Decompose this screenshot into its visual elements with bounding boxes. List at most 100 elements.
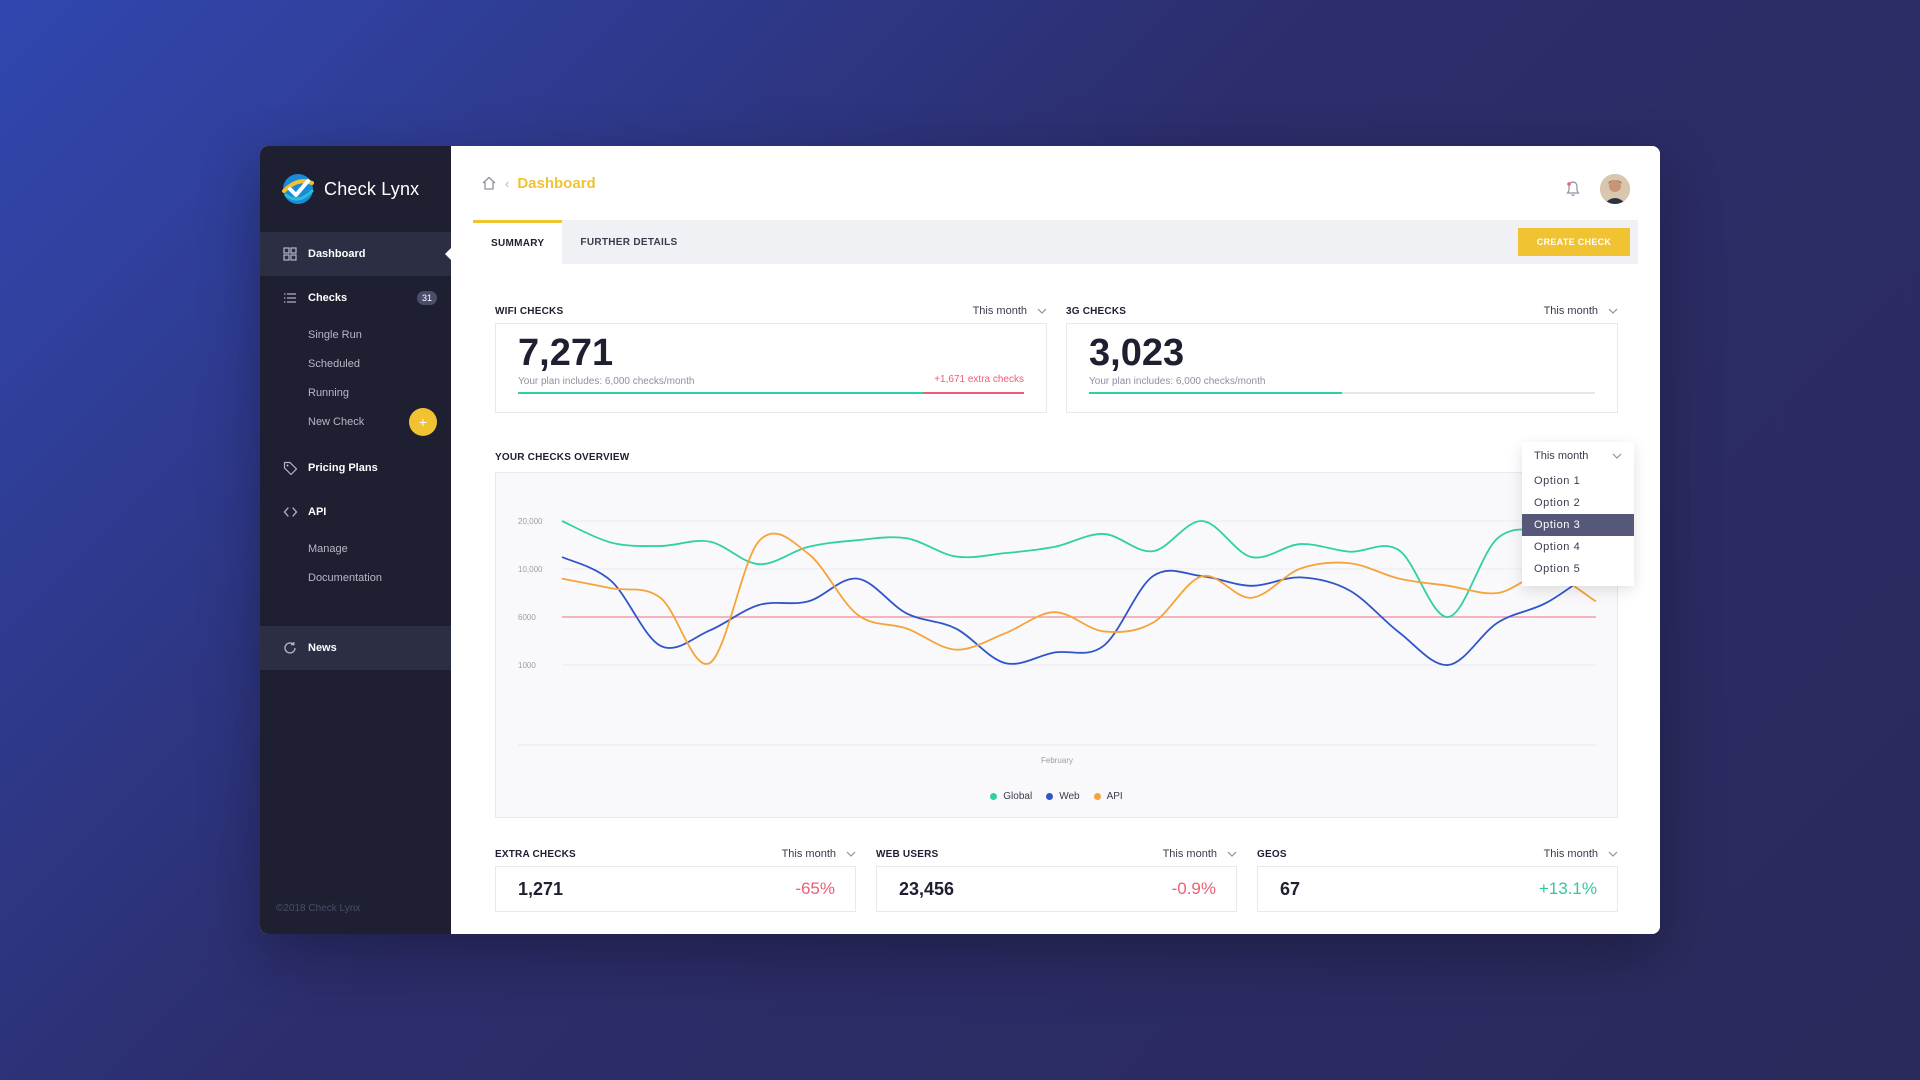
dropdown-option[interactable]: Option 2 <box>1534 497 1581 509</box>
list-icon <box>282 290 298 306</box>
period-label: This month <box>1543 848 1598 860</box>
dropdown-option[interactable]: Option 4 <box>1534 541 1581 553</box>
extra-checks-header: EXTRA CHECKS This month <box>495 846 856 862</box>
y-tick-label: 6000 <box>518 613 536 622</box>
period-select[interactable]: This month <box>782 848 856 860</box>
sidebar-item-news[interactable]: News <box>260 626 451 670</box>
extra-checks-info: +1,671 extra checks <box>934 374 1024 385</box>
section-title: WIFI CHECKS <box>495 305 564 317</box>
sidebar-item-label: Pricing Plans <box>308 462 378 474</box>
sidebar-item-api[interactable]: API <box>260 490 451 534</box>
wifi-checks-header: WIFI CHECKS This month <box>495 303 1047 319</box>
period-select[interactable]: This month <box>1544 305 1618 317</box>
period-select[interactable]: This month <box>1544 848 1618 860</box>
tab-further-details[interactable]: FURTHER DETAILS <box>580 236 678 248</box>
chevron-left-icon: ‹ <box>505 175 510 191</box>
dropdown-options: Option 1 Option 2 Option 3 Option 4 Option 5 <box>1522 470 1634 580</box>
sidebar: Check Lynx Dashboard Checks 31 Single Ru… <box>260 146 451 934</box>
stat-value: 67 <box>1280 879 1301 899</box>
checks-overview-chart: 20,000 10,000 6000 1000 February Global Web AP… <box>495 472 1618 818</box>
dropdown-header[interactable]: This month <box>1522 442 1634 470</box>
usage-bar-fill <box>518 392 923 394</box>
section-title: 3G CHECKS <box>1066 305 1127 317</box>
period-select[interactable]: This month <box>1163 848 1237 860</box>
sidebar-item-label: Checks <box>308 292 348 304</box>
dropdown-option[interactable]: Option 5 <box>1534 563 1581 575</box>
usage-bar-overage <box>922 392 1024 394</box>
create-check-button[interactable]: CREATE CHECK <box>1518 228 1630 256</box>
home-icon[interactable] <box>481 175 497 191</box>
web-users-header: WEB USERS This month <box>876 846 1237 862</box>
section-title: YOUR CHECKS OVERVIEW <box>495 451 630 463</box>
series-line-api <box>561 532 1597 665</box>
section-title: GEOS <box>1257 848 1287 860</box>
breadcrumb: ‹ Dashboard <box>451 146 1660 220</box>
tag-icon <box>282 460 298 476</box>
dropdown-option[interactable]: Option 3 <box>1522 514 1634 536</box>
legend-item[interactable]: Web <box>1046 791 1080 802</box>
code-icon <box>282 504 298 520</box>
grid-icon <box>282 246 298 262</box>
checks-count-badge: 31 <box>416 291 437 305</box>
sidebar-item-label: News <box>308 642 337 654</box>
chevron-down-icon <box>1608 308 1618 314</box>
sidebar-subitem-documentation[interactable]: Documentation <box>308 571 382 584</box>
dropdown-current: This month <box>1534 450 1589 462</box>
legend-dot <box>1046 793 1054 800</box>
chevron-down-icon <box>846 851 856 857</box>
usage-bar <box>1089 392 1595 394</box>
sidebar-item-dashboard[interactable]: Dashboard <box>260 232 451 276</box>
stat-value: 1,271 <box>518 879 564 899</box>
check-lynx-logo-icon <box>282 174 314 204</box>
bell-icon[interactable] <box>1564 180 1582 198</box>
3g-checks-value: 3,023 <box>1089 332 1185 374</box>
dropdown-option[interactable]: Option 1 <box>1534 475 1581 487</box>
geos-card: 67 +13.1% <box>1257 866 1618 912</box>
legend-label: Web <box>1059 791 1080 802</box>
sidebar-item-label: API <box>308 506 327 518</box>
x-tick-label: February <box>1041 756 1073 765</box>
refresh-icon <box>282 640 298 656</box>
period-label: This month <box>972 305 1027 317</box>
sidebar-subitem-new-check[interactable]: New Check + <box>260 407 451 436</box>
period-dropdown[interactable]: This month Option 1 Option 2 Option 3 Optio… <box>1522 442 1634 586</box>
sidebar-item-checks[interactable]: Checks 31 <box>260 276 451 320</box>
section-title: EXTRA CHECKS <box>495 848 576 860</box>
series-line-web <box>561 556 1597 666</box>
sidebar-subitem-scheduled[interactable]: Scheduled <box>308 357 360 370</box>
y-tick-label: 20,000 <box>518 517 543 526</box>
3g-checks-header: 3G CHECKS This month <box>1066 303 1618 319</box>
stat-change: +13.1% <box>1538 879 1597 898</box>
chart-legend: Global Web API <box>496 791 1617 802</box>
brand[interactable]: Check Lynx <box>260 146 451 232</box>
tabs-bar: SUMMARY FURTHER DETAILS CREATE CHECK <box>473 220 1638 264</box>
series-line-global <box>561 520 1597 618</box>
legend-label: API <box>1106 791 1123 802</box>
usage-bar <box>518 392 1024 394</box>
section-title: WEB USERS <box>876 848 939 860</box>
sidebar-item-pricing-plans[interactable]: Pricing Plans <box>260 446 451 490</box>
extra-checks-card: 1,271 -65% <box>495 866 856 912</box>
geos-header: GEOS This month <box>1257 846 1618 862</box>
sidebar-subitem-manage[interactable]: Manage <box>308 542 348 555</box>
period-select[interactable]: This month <box>973 305 1047 317</box>
copyright: ©2018 Check Lynx <box>276 903 361 914</box>
sidebar-subitem-single-run[interactable]: Single Run <box>308 328 362 341</box>
stat-change: -0.9% <box>1171 879 1216 898</box>
period-label: This month <box>1162 848 1217 860</box>
sidebar-subitem-label: New Check <box>308 415 365 428</box>
y-tick-label: 1000 <box>518 661 536 670</box>
chevron-down-icon <box>1608 851 1618 857</box>
line-chart: 20,000 10,000 6000 1000 February <box>518 517 1597 765</box>
sidebar-subitem-running[interactable]: Running <box>308 386 349 399</box>
avatar[interactable] <box>1600 174 1630 204</box>
chevron-down-icon <box>1227 851 1237 857</box>
3g-checks-card: 3,023 Your plan includes: 6,000 checks/m… <box>1066 323 1618 413</box>
legend-dot <box>990 793 998 800</box>
add-check-button[interactable]: + <box>409 407 437 436</box>
legend-item[interactable]: API <box>1093 791 1123 802</box>
tab-summary[interactable]: SUMMARY <box>473 220 563 264</box>
legend-item[interactable]: Global <box>990 791 1032 802</box>
stat-change: -65% <box>795 879 835 898</box>
app-window: Check Lynx Dashboard Checks 31 Single Ru… <box>260 146 1660 934</box>
